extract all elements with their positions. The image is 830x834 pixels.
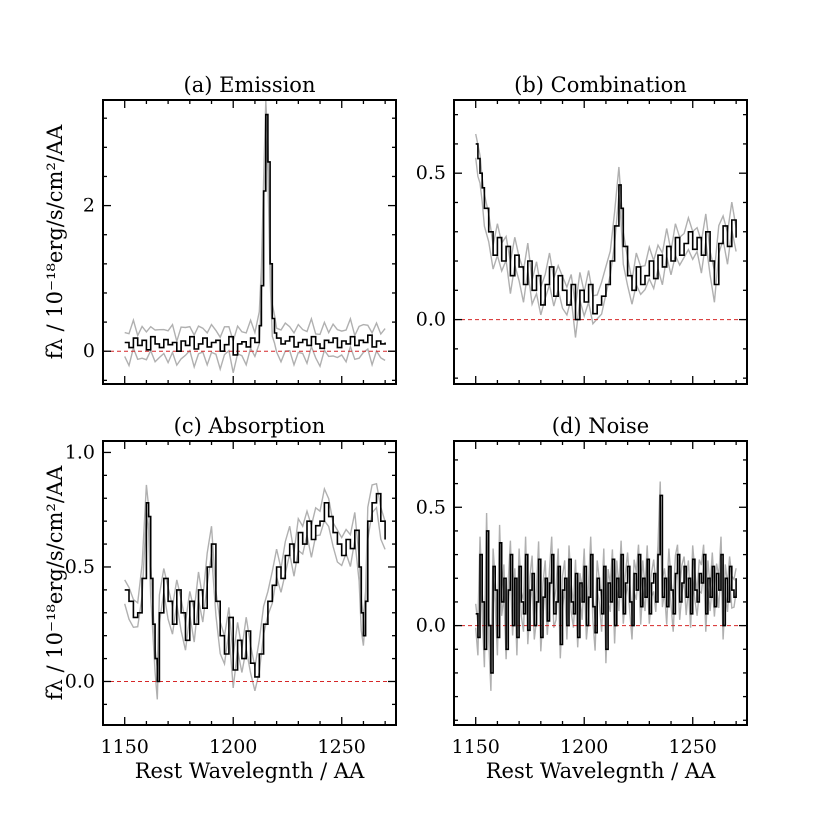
error-upper-line bbox=[124, 100, 386, 344]
plot-area bbox=[454, 481, 747, 691]
panel-title: (d) Noise bbox=[552, 414, 649, 438]
error-upper-line bbox=[124, 482, 386, 668]
y-axis-label: fλ / 10⁻¹⁸erg/s/cm²/AA bbox=[43, 465, 67, 700]
y-tick-label: 0.0 bbox=[416, 615, 446, 637]
y-axis-label: fλ / 10⁻¹⁸erg/s/cm²/AA bbox=[43, 124, 67, 359]
panel-title: (c) Absorption bbox=[174, 414, 326, 438]
panel-1: 0 2 (a) Emission fλ / 10⁻¹⁸erg/s/cm²/AA bbox=[43, 73, 397, 385]
x-tick-label: 1150 bbox=[101, 736, 149, 758]
panel-title: (b) Combination bbox=[514, 73, 687, 97]
y-tick-label: 0.0 bbox=[416, 309, 446, 331]
plot-area bbox=[454, 133, 747, 338]
axes-frame bbox=[102, 440, 397, 726]
plot-area bbox=[103, 482, 396, 700]
y-tick-label: 0 bbox=[83, 340, 95, 362]
y-tick-label: 2 bbox=[83, 195, 95, 217]
y-tick-label: 0.0 bbox=[65, 670, 95, 692]
axes-frame bbox=[453, 99, 748, 385]
y-tick-label: 0.5 bbox=[65, 556, 95, 578]
x-tick-label: 1200 bbox=[209, 736, 257, 758]
y-tick-label: 0.5 bbox=[416, 162, 446, 184]
flux-step-line bbox=[124, 492, 386, 683]
error-lower-line bbox=[475, 157, 737, 338]
flux-step-line bbox=[475, 143, 737, 321]
panel-title: (a) Emission bbox=[184, 73, 316, 97]
x-tick-label: 1150 bbox=[452, 736, 500, 758]
plot-area bbox=[103, 100, 396, 373]
x-axis-label: Rest Wavelegnth / AA bbox=[135, 759, 365, 783]
flux-step-line bbox=[475, 494, 737, 674]
x-axis-label: Rest Wavelegnth / AA bbox=[486, 759, 716, 783]
flux-step-line bbox=[124, 113, 386, 356]
y-tick-label: 1.0 bbox=[65, 441, 95, 463]
x-tick-label: 1250 bbox=[669, 736, 717, 758]
x-tick-label: 1250 bbox=[318, 736, 366, 758]
x-tick-label: 1200 bbox=[560, 736, 608, 758]
panel-2: 0.0 0.5 (b) Combination bbox=[416, 73, 748, 385]
error-upper-line bbox=[475, 133, 737, 306]
axes-frame bbox=[102, 99, 397, 385]
y-tick-label: 0.5 bbox=[416, 496, 446, 518]
error-lower-line bbox=[124, 132, 386, 373]
axes-frame bbox=[453, 440, 748, 726]
